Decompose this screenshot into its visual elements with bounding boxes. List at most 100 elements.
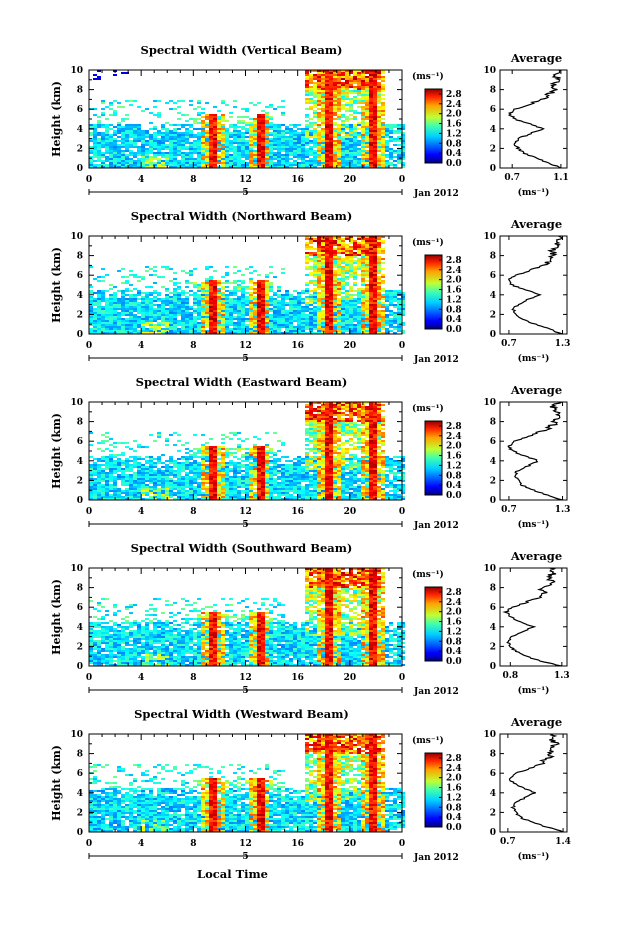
heatmap-cell xyxy=(369,252,373,254)
heatmap-cell xyxy=(285,126,289,128)
heatmap-cell xyxy=(381,332,385,334)
heatmap-cell xyxy=(365,266,369,268)
heatmap-cell xyxy=(173,166,177,168)
heatmap-cell xyxy=(249,332,253,334)
heatmap-cell xyxy=(185,160,189,162)
heatmap-cell xyxy=(109,138,113,140)
heatmap-cell xyxy=(325,118,329,120)
heatmap-cell xyxy=(305,328,309,330)
heatmap-cell xyxy=(361,268,365,270)
heatmap-cell xyxy=(269,132,273,134)
heatmap-cell xyxy=(113,466,117,468)
heatmap-cell xyxy=(357,94,361,96)
heatmap-cell xyxy=(325,260,329,262)
heatmap-cell xyxy=(129,130,133,132)
heatmap-cell xyxy=(137,302,141,304)
heatmap-cell xyxy=(221,298,225,300)
heatmap-cell xyxy=(189,166,193,168)
heatmap-cell xyxy=(361,294,365,296)
heatmap-cell xyxy=(249,130,253,132)
heatmap-cell xyxy=(201,318,205,320)
heatmap-cell xyxy=(245,148,249,150)
heatmap-cell xyxy=(321,260,325,262)
heatmap-cell xyxy=(177,324,181,326)
heatmap-cell xyxy=(317,88,321,90)
heatmap-cell xyxy=(217,126,221,128)
heatmap-cell xyxy=(101,100,105,102)
heatmap-cell xyxy=(125,166,129,168)
heatmap-cell xyxy=(325,86,329,88)
heatmap-cell xyxy=(197,132,201,134)
heatmap-cell xyxy=(185,134,189,136)
panel-title: Spectral Width (Vertical Beam) xyxy=(141,43,343,57)
profile-x-tick-label: 0.7 xyxy=(501,339,517,349)
heatmap-cell xyxy=(201,290,205,292)
heatmap-cell xyxy=(349,308,353,310)
heatmap-cell xyxy=(221,156,225,158)
heatmap-cell xyxy=(277,322,281,324)
heatmap-cell xyxy=(233,164,237,166)
heatmap-cell xyxy=(165,132,169,134)
heatmap-cell xyxy=(401,154,405,156)
heatmap-cell xyxy=(337,262,341,264)
heatmap-cell xyxy=(293,142,297,144)
heatmap-cell xyxy=(101,318,105,320)
heatmap-cell xyxy=(97,124,101,126)
heatmap-cell xyxy=(181,320,185,322)
heatmap-cell xyxy=(273,108,277,110)
heatmap-cell xyxy=(217,140,221,142)
heatmap-cell xyxy=(257,130,261,132)
heatmap-cell xyxy=(133,294,137,296)
heatmap-cell xyxy=(357,134,361,136)
heatmap-cell xyxy=(213,310,217,312)
heatmap-cell xyxy=(345,138,349,140)
heatmap-cell xyxy=(209,118,213,120)
heatmap-cell xyxy=(209,144,213,146)
heatmap-cell xyxy=(337,306,341,308)
heatmap-cell xyxy=(265,122,269,124)
heatmap-cell xyxy=(213,126,217,128)
heatmap-cell xyxy=(269,324,273,326)
heatmap-cell xyxy=(249,328,253,330)
heatmap-cell xyxy=(361,144,365,146)
heatmap-cell xyxy=(345,278,349,280)
heatmap-cell xyxy=(345,142,349,144)
heatmap-cell xyxy=(129,466,133,468)
heatmap-cell xyxy=(213,124,217,126)
heatmap-cell xyxy=(209,162,213,164)
heatmap-cell xyxy=(369,128,373,130)
heatmap-cell xyxy=(133,304,137,306)
heatmap-cell xyxy=(125,140,129,142)
heatmap-cell xyxy=(121,312,125,314)
heatmap-cell xyxy=(297,166,301,168)
heatmap-cell xyxy=(253,300,257,302)
heatmap-cell xyxy=(157,144,161,146)
heatmap-cell xyxy=(249,160,253,162)
heatmap-cell xyxy=(361,82,365,84)
heatmap-cell xyxy=(357,140,361,142)
heatmap-cell xyxy=(241,126,245,128)
heatmap-cell xyxy=(129,470,133,472)
heatmap-cell xyxy=(313,306,317,308)
heatmap-cell xyxy=(341,138,345,140)
heatmap-cell xyxy=(349,252,353,254)
heatmap-cell xyxy=(129,490,133,492)
heatmap-cell xyxy=(297,152,301,154)
heatmap-cell xyxy=(285,162,289,164)
heatmap-cell xyxy=(309,272,313,274)
heatmap-cell xyxy=(93,320,97,322)
profile-frame xyxy=(499,69,568,169)
heatmap-cell xyxy=(373,252,377,254)
heatmap-cell xyxy=(349,164,353,166)
heatmap-cell xyxy=(317,100,321,102)
heatmap-cell xyxy=(229,300,233,302)
heatmap-cell xyxy=(173,108,177,110)
heatmap-cell xyxy=(217,162,221,164)
heatmap-cell xyxy=(117,454,121,456)
heatmap-cell xyxy=(369,98,373,100)
heatmap-cell xyxy=(329,120,333,122)
heatmap-cell xyxy=(361,108,365,110)
heatmap-cell xyxy=(297,138,301,140)
heatmap-cell xyxy=(177,306,181,308)
profile-y-tick-label: 8 xyxy=(490,86,496,96)
